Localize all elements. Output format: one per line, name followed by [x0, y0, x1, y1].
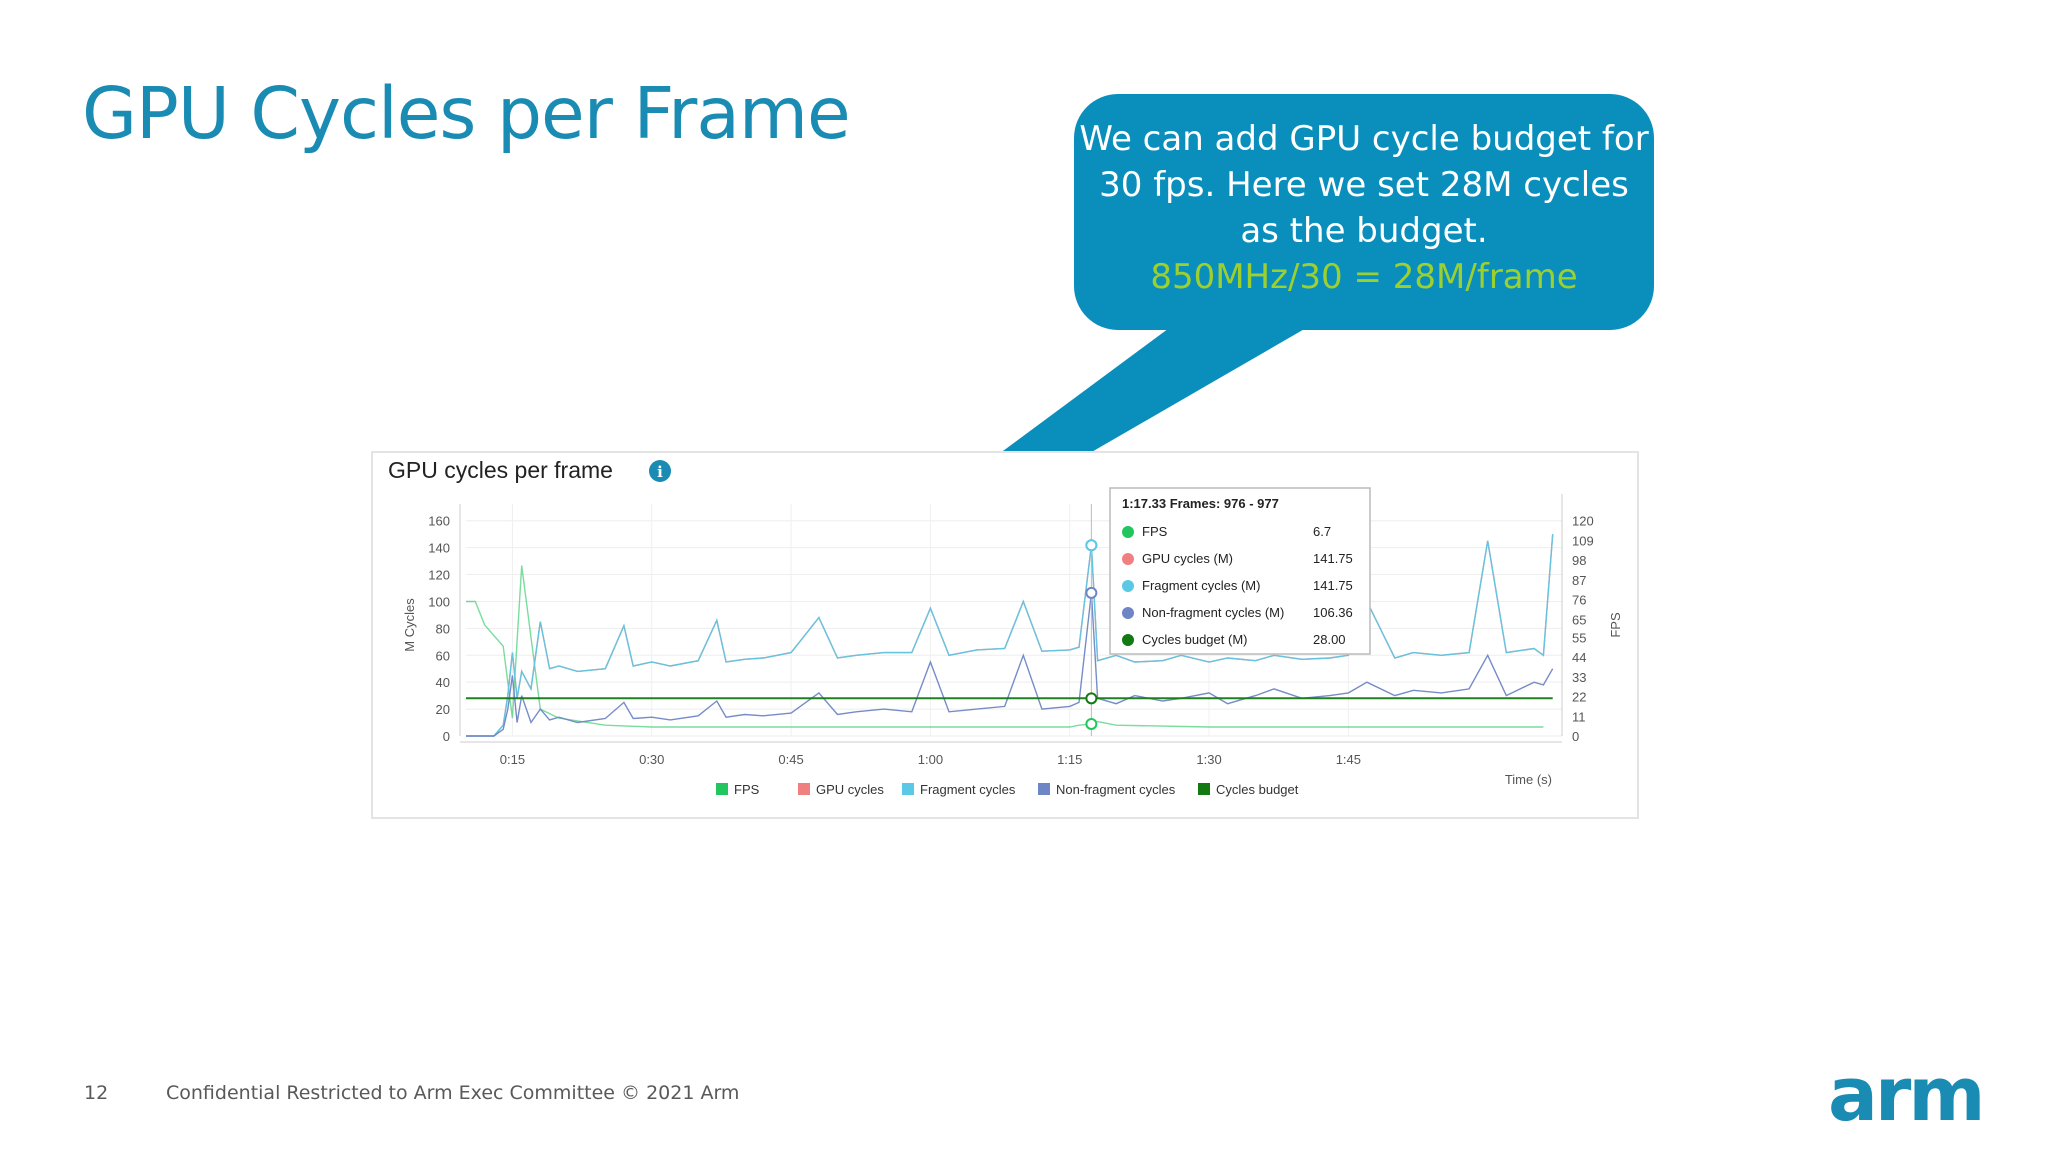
page-number: 12	[84, 1082, 109, 1104]
y-tick-label: 140	[428, 541, 450, 556]
y2-tick-label: 87	[1572, 573, 1586, 588]
legend-swatch-fps	[716, 783, 728, 795]
footer-text: Confidential Restricted to Arm Exec Comm…	[166, 1082, 740, 1104]
tooltip-value-fragment_cycles: 141.75	[1313, 578, 1353, 593]
callout-line-3: as the budget.	[1240, 211, 1488, 251]
tooltip-label-gpu_cycles: GPU cycles (M)	[1142, 551, 1233, 566]
legend-label-gpu_cycles: GPU cycles	[816, 782, 884, 797]
y-tick-label: 120	[428, 568, 450, 583]
x-tick-label: 0:30	[639, 752, 664, 767]
callout-line-2: 30 fps. Here we set 28M cycles	[1099, 165, 1629, 205]
chart-title: GPU cycles per frame	[388, 457, 613, 483]
y-tick-label: 160	[428, 514, 450, 529]
tooltip-label-fps: FPS	[1142, 524, 1168, 539]
y2-tick-label: 55	[1572, 630, 1586, 645]
callout-line-1: We can add GPU cycle budget for	[1079, 119, 1649, 159]
y2-tick-label: 109	[1572, 533, 1594, 548]
y-axis-label: M Cycles	[402, 598, 417, 652]
tooltip-dot-gpu_cycles	[1122, 553, 1134, 565]
chart-card	[371, 451, 1639, 819]
callout-bubble: We can add GPU cycle budget for 30 fps. …	[1074, 94, 1654, 330]
legend-swatch-gpu_cycles	[798, 783, 810, 795]
tooltip-dot-cycles_budget	[1122, 634, 1134, 646]
slide-title: GPU Cycles per Frame	[82, 72, 851, 155]
gpu-cycles-chart: GPU cycles per frame i 0 20 40 60 80 100 120 140 1…	[371, 451, 1639, 819]
info-icon-glyph: i	[657, 463, 663, 481]
y-tick-label: 60	[436, 648, 450, 663]
y2-tick-label: 44	[1572, 650, 1586, 665]
tooltip-header: 1:17.33 Frames: 976 - 977	[1122, 496, 1279, 511]
legend-label-fragment_cycles: Fragment cycles	[920, 782, 1016, 797]
x-tick-label: 0:15	[500, 752, 525, 767]
x-axis-label: Time (s)	[1505, 772, 1552, 787]
tooltip-value-gpu_cycles: 141.75	[1313, 551, 1353, 566]
arm-logo: arm	[1828, 1052, 1986, 1138]
y2-tick-label: 65	[1572, 612, 1586, 627]
y-tick-label: 40	[436, 675, 450, 690]
x-tick-label: 1:30	[1196, 752, 1221, 767]
tooltip-box	[1109, 487, 1371, 655]
callout-formula: 850MHz/30 = 28M/frame	[1150, 257, 1578, 297]
tooltip-value-cycles_budget: 28.00	[1313, 632, 1346, 647]
tooltip-dot-non_fragment_cycles	[1122, 607, 1134, 619]
series-line-non_fragment_cycles	[466, 592, 1554, 737]
y2-tick-label: 98	[1572, 553, 1586, 568]
tooltip-dot-fps	[1122, 526, 1134, 538]
hover-marker-fragment_cycles	[1085, 539, 1098, 552]
y2-axis-label: FPS	[1608, 612, 1623, 638]
hover-marker-non_fragment_cycles	[1085, 586, 1098, 599]
legend-swatch-non_fragment_cycles	[1038, 783, 1050, 795]
hover-marker-cycles_budget	[1085, 692, 1098, 705]
x-tick-label: 1:00	[918, 752, 943, 767]
tooltip-label-non_fragment_cycles: Non-fragment cycles (M)	[1142, 605, 1284, 620]
info-icon	[649, 460, 671, 482]
legend-label-fps: FPS	[734, 782, 760, 797]
y-tick-label: 80	[436, 621, 450, 636]
y2-tick-label: 120	[1572, 514, 1594, 529]
y2-tick-label: 22	[1572, 690, 1586, 705]
tooltip-value-non_fragment_cycles: 106.36	[1313, 605, 1353, 620]
x-tick-label: 0:45	[778, 752, 803, 767]
legend-label-cycles_budget: Cycles budget	[1216, 782, 1299, 797]
legend-swatch-cycles_budget	[1198, 783, 1210, 795]
y2-tick-label: 76	[1572, 593, 1586, 608]
y-tick-label: 20	[436, 702, 450, 717]
hover-marker-fps	[1085, 717, 1098, 730]
y2-tick-label: 11	[1572, 709, 1586, 724]
series-line-fps	[466, 565, 1544, 728]
y-tick-label: 0	[443, 729, 450, 744]
y-tick-label: 100	[428, 594, 450, 609]
legend-swatch-fragment_cycles	[902, 783, 914, 795]
tooltip-value-fps: 6.7	[1313, 524, 1331, 539]
x-tick-label: 1:15	[1057, 752, 1082, 767]
y2-tick-label: 0	[1572, 729, 1579, 744]
x-tick-label: 1:45	[1336, 752, 1361, 767]
tooltip-label-cycles_budget: Cycles budget (M)	[1142, 632, 1247, 647]
tooltip-dot-fragment_cycles	[1122, 580, 1134, 592]
tooltip-label-fragment_cycles: Fragment cycles (M)	[1142, 578, 1260, 593]
y2-tick-label: 33	[1572, 670, 1586, 685]
legend-label-non_fragment_cycles: Non-fragment cycles	[1056, 782, 1176, 797]
